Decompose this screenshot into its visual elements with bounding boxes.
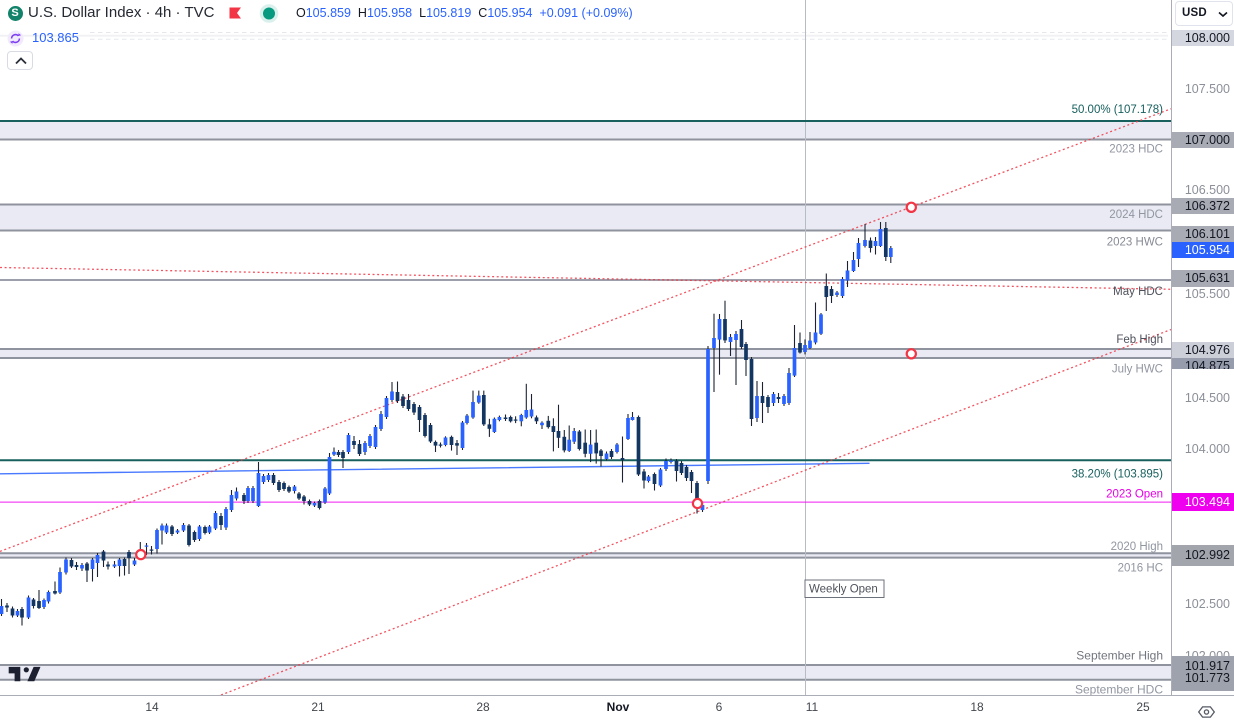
svg-text:May HDC: May HDC xyxy=(1113,286,1163,298)
svg-text:50.00% (107.178): 50.00% (107.178) xyxy=(1072,104,1164,116)
svg-text:September HDC: September HDC xyxy=(1075,683,1163,696)
svg-text:2020 High: 2020 High xyxy=(1111,541,1163,553)
svg-text:2024 HDC: 2024 HDC xyxy=(1109,209,1163,221)
svg-text:2023 Open: 2023 Open xyxy=(1106,489,1163,501)
svg-text:2016 HC: 2016 HC xyxy=(1118,563,1163,575)
svg-text:2023 HDC: 2023 HDC xyxy=(1109,144,1163,156)
svg-text:September High: September High xyxy=(1076,649,1163,663)
svg-text:2023 HWC: 2023 HWC xyxy=(1107,237,1163,249)
svg-text:Weekly Open: Weekly Open xyxy=(809,584,878,596)
svg-text:July HWC: July HWC xyxy=(1112,364,1163,376)
svg-text:38.20% (103.895): 38.20% (103.895) xyxy=(1072,469,1164,481)
svg-text:Feb High: Feb High xyxy=(1116,334,1163,346)
